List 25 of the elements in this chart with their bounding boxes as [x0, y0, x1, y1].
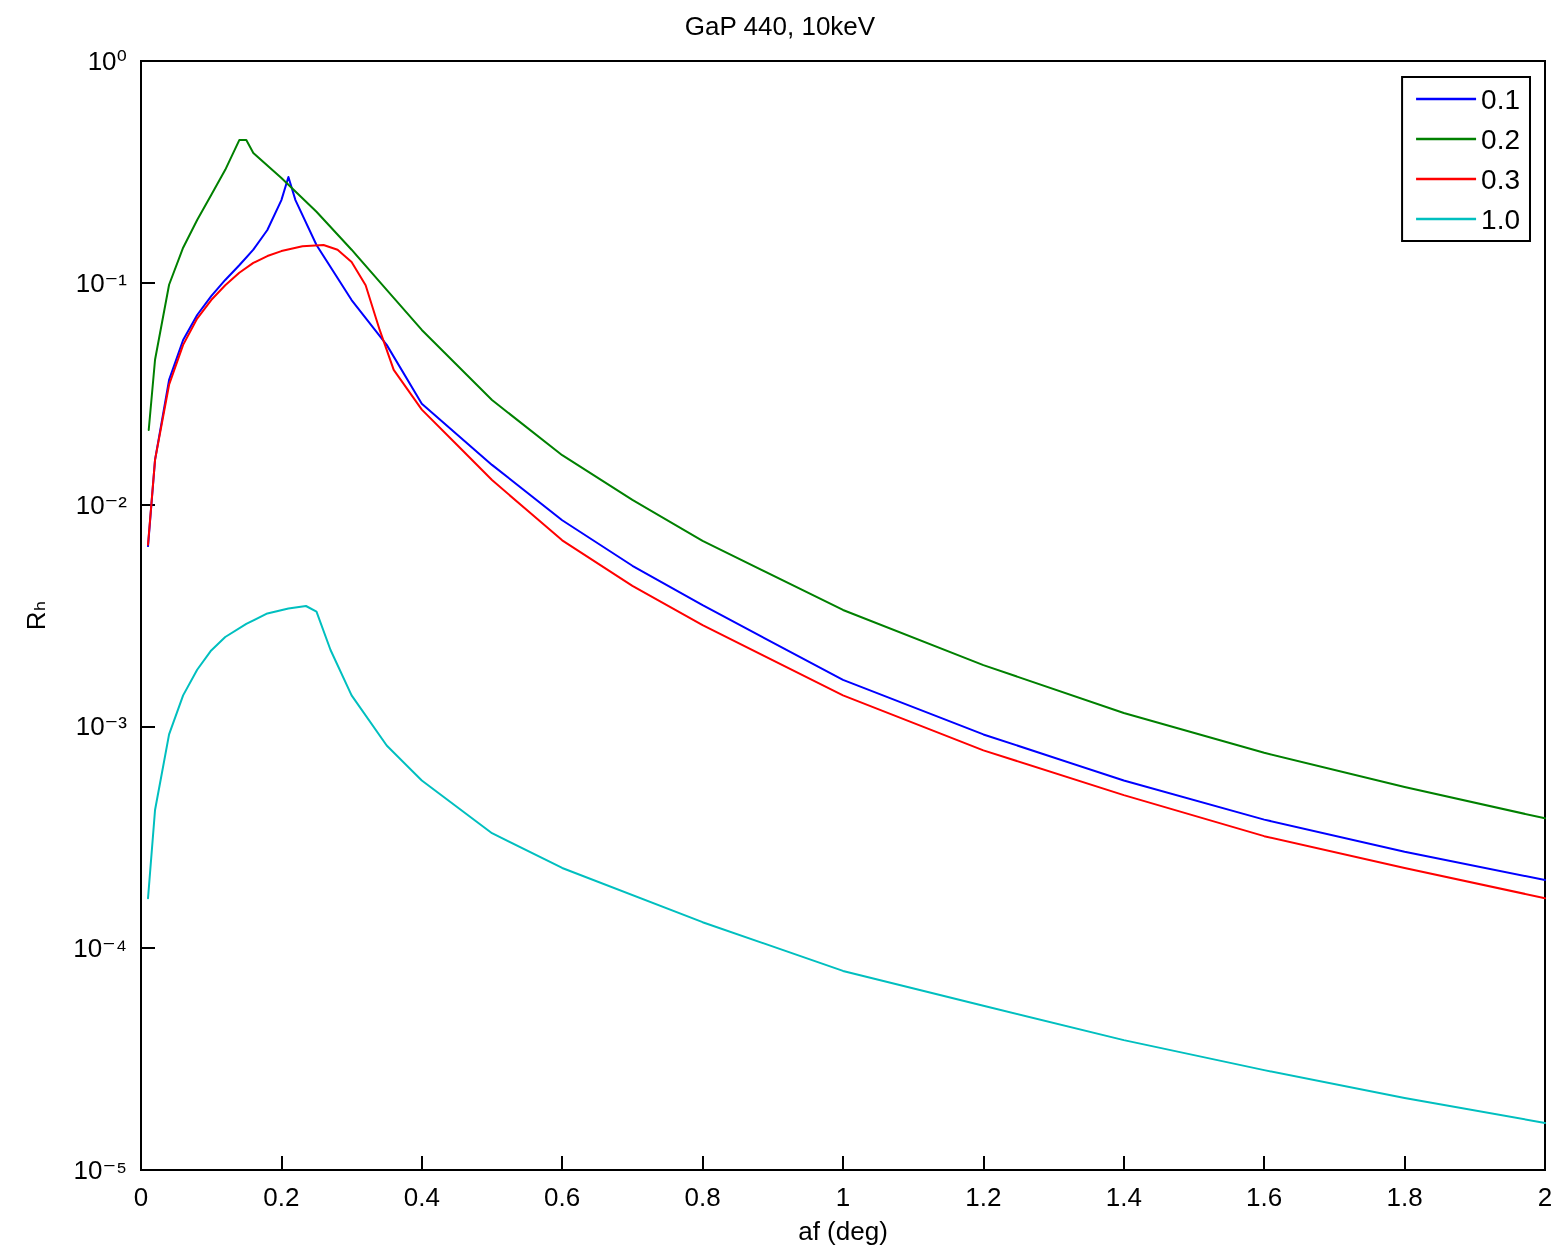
y-axis-title: Rₕ [21, 600, 51, 631]
x-tick-label: 0 [133, 1182, 149, 1212]
legend-label: 0.1 [1481, 83, 1521, 115]
x-tick-label: 0.8 [684, 1182, 721, 1212]
x-tick-label: 1.6 [1246, 1182, 1283, 1212]
x-tick-label: 0.6 [544, 1182, 581, 1212]
y-tick-label: 10⁻⁵ [73, 1155, 127, 1185]
x-tick-label: 1.4 [1105, 1182, 1142, 1212]
y-tick-label: 10⁻¹ [75, 267, 128, 298]
y-tick-label: 10⁻³ [75, 711, 128, 742]
x-tick-label: 0.2 [263, 1182, 300, 1212]
y-tick-label: 10⁻⁴ [73, 933, 127, 964]
legend-label: 0.2 [1481, 123, 1521, 155]
x-tick-label: 0.4 [403, 1182, 440, 1212]
x-tick-label: 1.2 [965, 1182, 1002, 1212]
chart-title: GaP 440, 10keV [684, 11, 876, 41]
line-series [147, 605, 1546, 1124]
legend-label: 1.0 [1481, 203, 1521, 235]
x-tick-label: 1 [835, 1182, 851, 1212]
legend-label: 0.3 [1481, 163, 1521, 195]
y-tick-label: 10⁻² [75, 489, 128, 520]
y-tick-label: 10⁰ [87, 46, 127, 76]
x-axis-title: af (deg) [798, 1216, 888, 1246]
x-tick-label: 2 [1537, 1182, 1553, 1212]
x-tick-label: 1.8 [1386, 1182, 1423, 1212]
